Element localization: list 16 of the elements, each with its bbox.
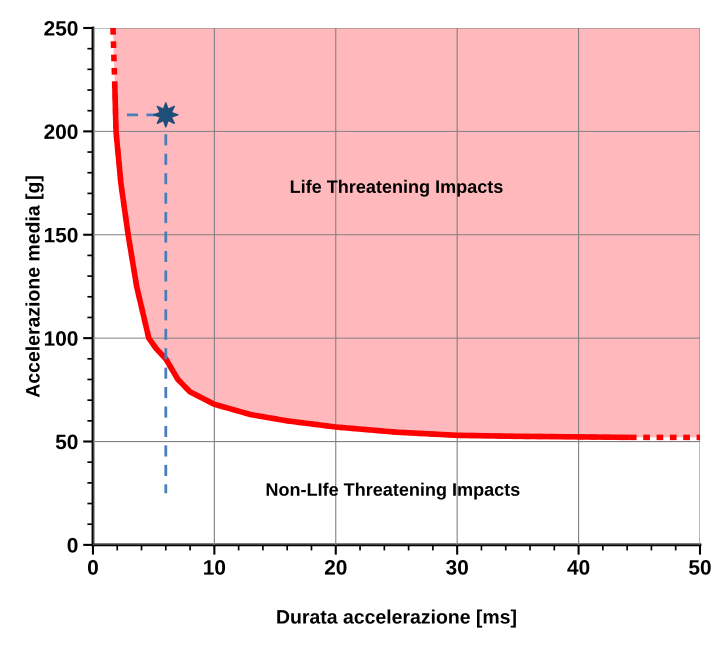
- y-tick-label: 50: [56, 434, 78, 450]
- x-tick-label: 20: [324, 560, 346, 575]
- x-tick-label: 40: [567, 560, 590, 575]
- x-tick-label: 10: [204, 560, 226, 575]
- y-tick-label: 100: [44, 331, 78, 346]
- y-tick-label: 250: [44, 20, 78, 36]
- annotation: Non-LIfe Threatening Impacts: [266, 482, 520, 500]
- annotation: Life Threatening Impacts: [290, 180, 503, 197]
- x-axis-title: Durata accelerazione [ms]: [277, 609, 516, 628]
- y-tick-label: 150: [44, 228, 78, 243]
- y-tick-label: 200: [44, 124, 78, 140]
- y-axis-title: Accelerazione media [g]: [25, 176, 44, 398]
- x-tick-label: 0: [88, 560, 98, 575]
- y-tick-label: 0: [68, 538, 78, 553]
- x-tick-label: 50: [689, 560, 711, 575]
- x-tick-label: 30: [446, 560, 468, 575]
